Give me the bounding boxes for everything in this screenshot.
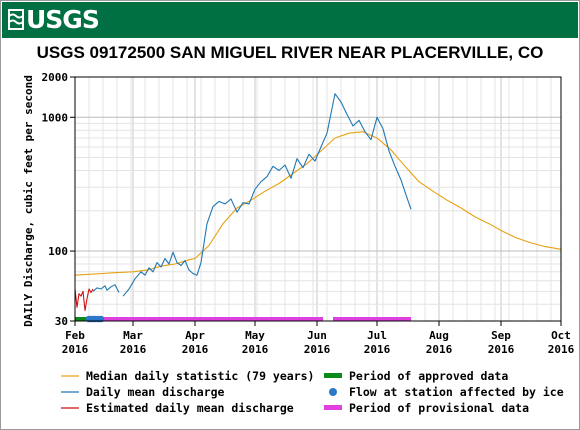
usgs-wave-icon <box>8 9 24 30</box>
legend-label-period-of-approved-data: Period of approved data <box>349 369 508 383</box>
usgs-logo-text: USGS <box>26 5 100 34</box>
x-tick-month-label: Mar <box>123 329 143 342</box>
x-tick-year-label: 2016 <box>242 343 269 356</box>
x-tick-month-label: Apr <box>185 329 205 342</box>
legend-swatch-period-of-approved-data <box>324 373 342 378</box>
y-tick-label: 2000 <box>42 71 69 84</box>
grid <box>74 76 562 322</box>
x-tick-year-label: 2016 <box>182 343 209 356</box>
legend-swatch-flow-at-station-affected-by-ice <box>329 388 337 396</box>
y-tick-label: 30 <box>55 315 68 328</box>
bar-period-of-provisional-data <box>333 317 411 321</box>
x-tick-month-label: May <box>245 329 265 342</box>
x-tick-year-label: 2016 <box>62 343 89 356</box>
legend: Median daily statistic (79 years) Daily m… <box>61 369 564 415</box>
legend-label-estimated-daily-mean-discharge: Estimated daily mean discharge <box>86 401 294 415</box>
x-tick-month-label: Oct <box>551 329 571 342</box>
x-tick-year-label: 2016 <box>364 343 391 356</box>
x-tick-month-label: Feb <box>65 329 85 342</box>
series-line-median-daily-statistic-79-years <box>74 131 562 276</box>
y-tick-label: 100 <box>48 245 68 258</box>
x-tick-year-label: 2016 <box>304 343 331 356</box>
legend-label-period-of-provisional-data: Period of provisional data <box>349 401 529 415</box>
plot-frame <box>74 76 562 322</box>
y-tick-label: 1000 <box>42 111 69 124</box>
y-axis-label: DAILY Discharge, cubic feet per second <box>22 75 35 327</box>
x-tick-year-label: 2016 <box>426 343 453 356</box>
x-tick-year-label: 2016 <box>548 343 575 356</box>
x-tick-year-label: 2016 <box>488 343 515 356</box>
legend-label-flow-at-station-affected-by-ice: Flow at station affected by ice <box>349 385 564 399</box>
x-tick-month-label: Jun <box>307 329 327 342</box>
series-line-estimated-daily-mean-discharge <box>74 288 94 311</box>
series-line-daily-mean-discharge <box>122 93 412 297</box>
legend-swatch-period-of-provisional-data <box>324 405 342 410</box>
usgs-banner: USGS <box>2 2 578 38</box>
x-tick-year-label: 2016 <box>120 343 147 356</box>
legend-label-median-daily-statistic-79-years: Median daily statistic (79 years) <box>86 369 314 383</box>
chart-title: USGS 09172500 SAN MIGUEL RIVER NEAR PLAC… <box>36 43 544 62</box>
series-line-daily-mean-discharge-ice-affected-reach <box>92 284 120 293</box>
axes: 3010010002000Feb2016Mar2016Apr2016May201… <box>42 71 575 356</box>
bar-period-of-provisional-data <box>99 317 323 321</box>
x-tick-month-label: Sep <box>491 329 511 342</box>
x-tick-month-label: Jul <box>367 329 387 342</box>
series-lines <box>74 93 562 311</box>
x-tick-month-label: Aug <box>429 329 449 342</box>
legend-label-daily-mean-discharge: Daily mean discharge <box>86 385 225 399</box>
